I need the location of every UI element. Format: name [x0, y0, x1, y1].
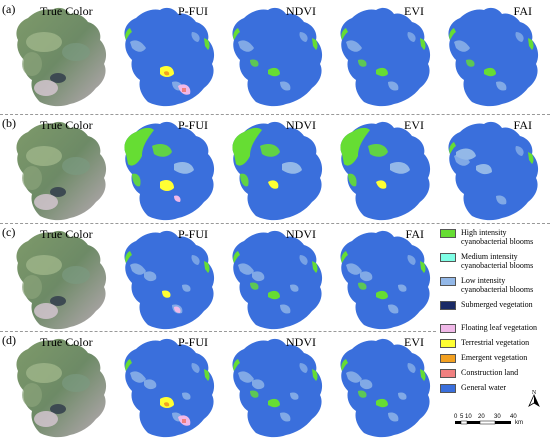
panel-title: FAI — [405, 227, 424, 241]
legend-label: Low intensity cyanobacterial blooms — [461, 276, 534, 294]
legend-swatch — [440, 301, 456, 310]
north-label: N — [532, 390, 537, 396]
scale-tick-label: 0 — [454, 414, 458, 420]
scale-tick-label: 30 — [494, 414, 501, 420]
map-panel-true-color: True Color — [4, 116, 114, 226]
scale-tick-label: 10 — [465, 414, 472, 420]
row-label: (b) — [2, 116, 16, 130]
divider — [0, 114, 550, 115]
panel-title: NDVI — [286, 4, 316, 18]
map-panel-pfui: P-FUI — [112, 333, 222, 443]
map-panel-fai: FAI — [328, 225, 438, 335]
panel-title: P-FUI — [177, 227, 208, 241]
map-panel-ndvi: NDVI — [220, 116, 330, 226]
map-panel-ndvi: NDVI — [220, 2, 330, 112]
legend-swatch — [440, 369, 456, 378]
map-panel-ndvi: NDVI — [220, 225, 330, 335]
legend-label: Construction land — [461, 368, 519, 377]
legend-swatch — [440, 253, 456, 262]
legend-swatch — [440, 384, 456, 393]
map-panel-fai: FAI — [436, 2, 546, 112]
panel-title: P-FUI — [177, 335, 208, 349]
legend-swatch — [440, 354, 456, 363]
panel-title: FAI — [513, 118, 532, 132]
legend-label: Emergent vegetation — [461, 353, 528, 362]
legend-label: General water — [461, 383, 507, 392]
row-label: (d) — [2, 333, 16, 347]
divider — [0, 331, 436, 332]
legend-label: Floating leaf vegetation — [461, 323, 537, 332]
panel-title: P-FUI — [177, 118, 208, 132]
panel-title: EVI — [404, 4, 424, 18]
map-panel-evi: EVI — [328, 116, 438, 226]
panel-title: P-FUI — [177, 4, 208, 18]
row-label: (a) — [2, 2, 16, 16]
north-arrow-icon: N — [528, 390, 540, 408]
map-panel-pfui: P-FUI — [112, 2, 222, 112]
legend-label: High intensity cyanobacterial blooms — [461, 228, 534, 246]
scale-tick-label: 20 — [478, 414, 485, 420]
legend-label: Submerged vegetation — [461, 300, 533, 309]
panel-title: NDVI — [286, 227, 316, 241]
panel-title: True Color — [40, 4, 93, 18]
legend-label: Medium intensity cyanobacterial blooms — [461, 252, 534, 270]
scale-tick-label: 40 — [510, 414, 517, 420]
map-panel-true-color: True Color — [4, 225, 114, 335]
panel-title: EVI — [404, 118, 424, 132]
legend-swatch — [440, 277, 456, 286]
map-panel-pfui: P-FUI — [112, 116, 222, 226]
map-panel-evi: EVI — [328, 333, 438, 443]
legend-swatch — [440, 339, 456, 348]
panel-title: NDVI — [286, 118, 316, 132]
panel-title: True Color — [40, 227, 93, 241]
panel-title: FAI — [513, 4, 532, 18]
map-panel-pfui: P-FUI — [112, 225, 222, 335]
legend-label: Terrestrial vegetation — [461, 338, 530, 347]
map-panel-ndvi: NDVI — [220, 333, 330, 443]
scale-bar: 0 5 10 20 30 40 km — [454, 414, 523, 426]
panel-title: EVI — [404, 335, 424, 349]
panel-title: True Color — [40, 335, 93, 349]
scale-unit: km — [515, 420, 523, 426]
row-label: (c) — [2, 225, 16, 239]
map-panel-fai: FAI — [436, 116, 546, 226]
map-panel-true-color: True Color — [4, 333, 114, 443]
legend-swatch — [440, 229, 456, 238]
legend-swatch — [440, 324, 456, 333]
panel-title: NDVI — [286, 335, 316, 349]
divider — [0, 223, 550, 224]
panel-title: True Color — [40, 118, 93, 132]
map-panel-evi: EVI — [328, 2, 438, 112]
scale-tick-label: 5 — [460, 414, 464, 420]
map-panel-true-color: True Color — [4, 2, 114, 112]
